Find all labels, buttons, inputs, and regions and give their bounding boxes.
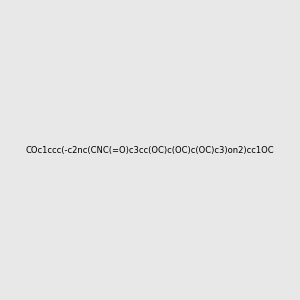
Text: COc1ccc(-c2nc(CNC(=O)c3cc(OC)c(OC)c(OC)c3)on2)cc1OC: COc1ccc(-c2nc(CNC(=O)c3cc(OC)c(OC)c(OC)c… (26, 146, 274, 154)
